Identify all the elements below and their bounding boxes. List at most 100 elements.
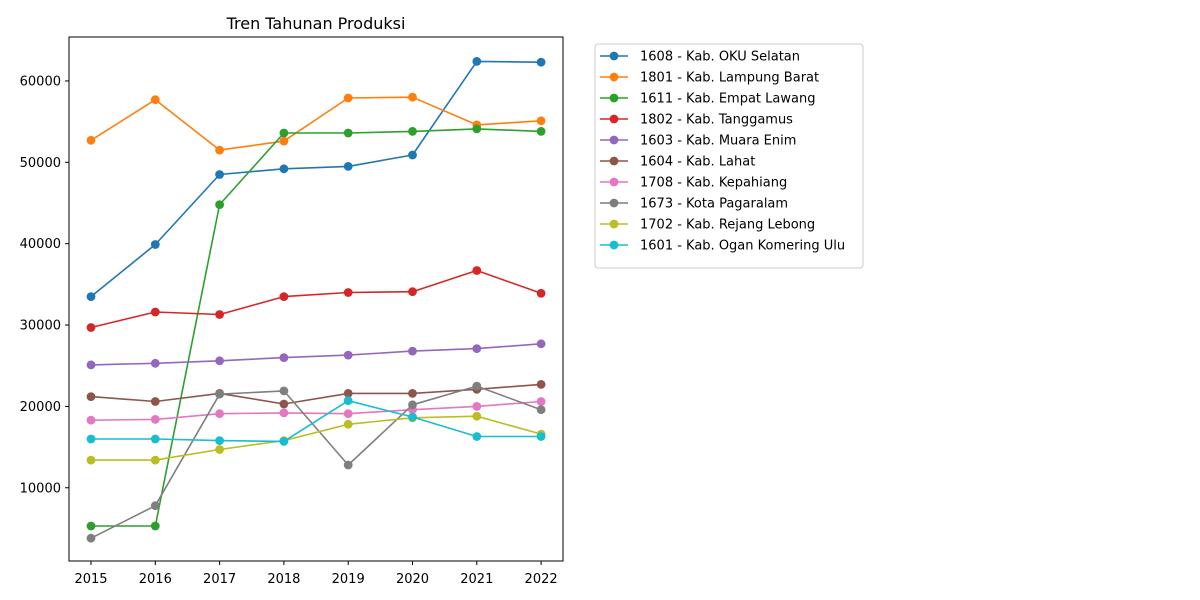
legend-marker xyxy=(609,156,619,166)
data-point xyxy=(536,288,546,298)
data-point xyxy=(472,402,482,411)
legend-marker xyxy=(609,72,619,82)
y-tick-label: 10000 xyxy=(20,481,61,496)
legend-item: 1611 - Kab. Empat Lawang xyxy=(600,92,815,107)
legend-label: 1608 - Kab. OKU Selatan xyxy=(640,50,800,65)
data-point xyxy=(86,292,96,301)
data-point xyxy=(536,339,546,349)
data-point xyxy=(86,323,96,332)
data-point xyxy=(536,116,546,126)
data-point xyxy=(343,162,353,171)
data-point xyxy=(279,399,289,409)
legend-label: 1708 - Kab. Kepahiang xyxy=(640,176,787,191)
legend-label: 1702 - Kab. Rejang Lebong xyxy=(640,218,815,233)
data-point xyxy=(215,200,225,210)
series-group xyxy=(86,381,546,543)
series-group xyxy=(86,92,546,155)
legend-label: 1603 - Kab. Muara Enim xyxy=(640,134,796,149)
data-point xyxy=(472,432,482,441)
legend-label: 1611 - Kab. Empat Lawang xyxy=(640,92,815,107)
x-tick-label: 2018 xyxy=(267,572,300,587)
data-point xyxy=(150,434,160,444)
data-point xyxy=(536,126,546,136)
data-point xyxy=(279,292,289,301)
series-line xyxy=(90,385,542,539)
data-point xyxy=(536,405,546,415)
data-point xyxy=(472,344,482,353)
y-tick-label: 40000 xyxy=(20,237,61,252)
data-point xyxy=(86,521,96,531)
series-line xyxy=(91,415,542,461)
legend-item: 1708 - Kab. Kepahiang xyxy=(600,176,787,191)
x-tick-label: 2021 xyxy=(460,572,493,587)
data-point xyxy=(279,353,289,362)
data-point xyxy=(86,455,96,465)
series-line xyxy=(90,96,542,151)
series-group xyxy=(86,339,546,370)
data-point xyxy=(279,408,289,418)
data-point xyxy=(536,57,546,67)
data-point xyxy=(279,128,289,138)
data-point xyxy=(408,346,417,356)
legend-marker xyxy=(609,114,619,124)
data-point xyxy=(343,93,353,103)
data-point xyxy=(408,400,417,410)
data-point xyxy=(215,409,225,419)
data-point xyxy=(343,288,353,297)
legend-label: 1604 - Kab. Lahat xyxy=(640,155,755,170)
data-point xyxy=(472,266,482,275)
x-tick-label: 2017 xyxy=(203,572,236,587)
data-point xyxy=(150,95,160,105)
data-point xyxy=(536,397,546,406)
legend-marker xyxy=(609,240,619,250)
data-point xyxy=(86,360,96,370)
data-point xyxy=(86,434,96,444)
series-line xyxy=(91,399,542,443)
plot-frame xyxy=(68,36,564,562)
x-tick-label: 2022 xyxy=(525,572,558,587)
data-point xyxy=(408,287,417,297)
legend-marker xyxy=(609,51,619,61)
data-point xyxy=(343,396,353,406)
chart-title: Tren Tahunan Produksi xyxy=(226,14,406,33)
series-line xyxy=(90,343,542,366)
data-point xyxy=(343,389,353,398)
data-point xyxy=(150,455,160,465)
data-point xyxy=(150,415,160,424)
data-point xyxy=(343,128,353,138)
series-group xyxy=(86,396,546,446)
legend-marker xyxy=(609,135,619,145)
x-tick-label: 2019 xyxy=(332,572,365,587)
data-point xyxy=(215,310,225,319)
y-axis: 10000 20000 30000 40000 50000 60000 xyxy=(20,74,69,496)
y-tick-label: 60000 xyxy=(20,74,61,89)
y-tick-label: 30000 xyxy=(20,319,61,334)
plot-area xyxy=(86,57,546,543)
data-point xyxy=(408,412,417,422)
data-point xyxy=(408,126,417,136)
series-group xyxy=(86,266,546,332)
data-point xyxy=(343,460,353,470)
data-point xyxy=(150,397,160,406)
data-point xyxy=(536,432,546,441)
legend-item: 1702 - Kab. Rejang Lebong xyxy=(600,218,815,233)
legend-item: 1673 - Kota Pagaralam xyxy=(600,197,788,212)
legend: 1608 - Kab. OKU Selatan 1801 - Kab. Lampu… xyxy=(594,43,864,269)
legend-item: 1604 - Kab. Lahat xyxy=(600,155,755,170)
data-point xyxy=(279,386,289,396)
data-point xyxy=(215,356,225,366)
legend-label: 1802 - Kab. Tanggamus xyxy=(640,113,793,128)
data-point xyxy=(215,389,225,399)
series-group xyxy=(86,124,546,531)
series-group xyxy=(86,57,546,301)
data-point xyxy=(86,135,96,145)
data-point xyxy=(150,240,160,249)
data-point xyxy=(150,358,160,368)
data-point xyxy=(86,415,96,425)
data-point xyxy=(86,392,96,401)
data-point xyxy=(408,389,417,398)
legend-item: 1608 - Kab. OKU Selatan xyxy=(600,50,800,65)
data-point xyxy=(536,380,546,389)
data-point xyxy=(279,437,289,446)
data-point xyxy=(150,521,160,531)
